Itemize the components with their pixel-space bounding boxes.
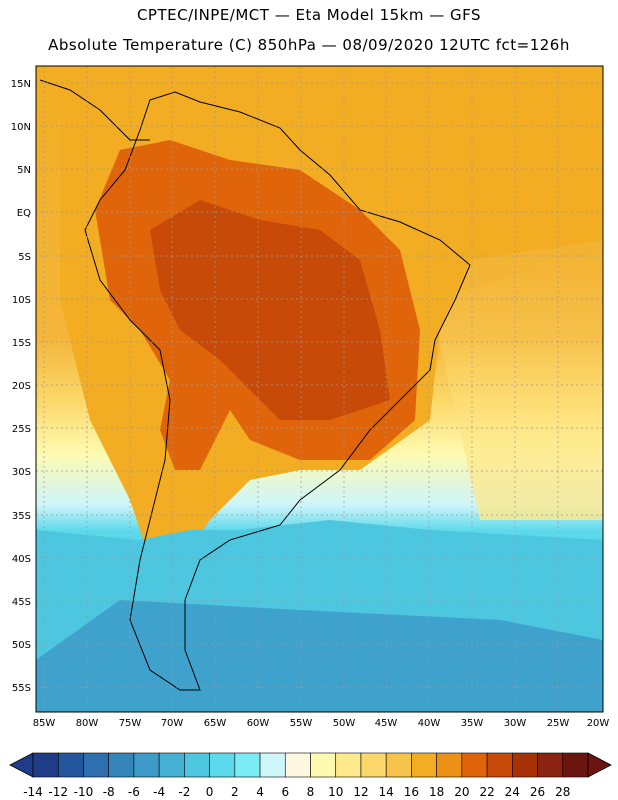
colorbar-cell xyxy=(209,752,236,778)
lon-label: 45W xyxy=(375,718,398,729)
colorbar-label: 16 xyxy=(404,785,419,799)
colorbar-label: 6 xyxy=(281,785,289,799)
colorbar-label: 26 xyxy=(530,785,545,799)
colorbar-label: 2 xyxy=(231,785,239,799)
lat-label: 30S xyxy=(12,467,31,478)
colorbar-label: 14 xyxy=(379,785,394,799)
lat-label: 40S xyxy=(12,554,31,565)
lon-label: 40W xyxy=(418,718,441,729)
colorbar-label: -12 xyxy=(48,785,68,799)
colorbar-cell xyxy=(284,752,311,778)
lat-label: 5S xyxy=(18,252,31,263)
temperature-field xyxy=(36,66,603,712)
lon-label: 55W xyxy=(290,718,313,729)
colorbar-label: -6 xyxy=(128,785,140,799)
colorbar-cell xyxy=(158,752,185,778)
colorbar-left-arrow xyxy=(9,752,34,778)
colorbar-cell xyxy=(335,752,362,778)
lon-label: 65W xyxy=(204,718,227,729)
lon-label: 70W xyxy=(161,718,184,729)
colorbar-label: 8 xyxy=(307,785,315,799)
colorbar-labels: -14 -12 -10 -8 -6 -4 -2 0 2 4 6 8 10 12 14 16 18 20 22 24 26… xyxy=(23,785,570,799)
colorbar-cell xyxy=(234,752,261,778)
colorbar-label: 24 xyxy=(505,785,520,799)
colorbar-cell xyxy=(562,752,589,778)
colorbar-cell xyxy=(108,752,135,778)
colorbar-label: 4 xyxy=(256,785,264,799)
colorbar-label: 12 xyxy=(353,785,368,799)
longitude-labels: 85W 80W 75W 70W 65W 60W 55W 50W 45W 40W … xyxy=(33,718,610,729)
colorbar-cells xyxy=(32,752,589,778)
colorbar-cell xyxy=(461,752,488,778)
lat-label: 20S xyxy=(12,381,31,392)
colorbar-label: -4 xyxy=(153,785,165,799)
lon-label: 20W xyxy=(587,718,610,729)
colorbar-label: 28 xyxy=(555,785,570,799)
lon-label: 60W xyxy=(247,718,270,729)
title-line-2: Absolute Temperature (C) 850hPa — 08/09/… xyxy=(48,36,570,54)
lon-label: 50W xyxy=(333,718,356,729)
lat-label: 5N xyxy=(17,165,31,176)
coastlines xyxy=(39,79,471,691)
lat-label: 55S xyxy=(12,683,31,694)
colorbar-label: 22 xyxy=(479,785,494,799)
colorbar-label: -2 xyxy=(178,785,190,799)
colorbar-cell xyxy=(259,752,286,778)
lon-label: 25W xyxy=(547,718,570,729)
lat-label: 45S xyxy=(12,597,31,608)
lon-label: 35W xyxy=(461,718,484,729)
title-line-1: CPTEC/INPE/MCT — Eta Model 15km — GFS xyxy=(136,6,482,24)
south-america-coastline xyxy=(84,91,471,691)
lat-label: 25S xyxy=(12,424,31,435)
lat-label: EQ xyxy=(17,208,31,219)
colorbar-label: 18 xyxy=(429,785,444,799)
colorbar-label: -14 xyxy=(23,785,43,799)
colorbar-label: -8 xyxy=(103,785,115,799)
lon-label: 75W xyxy=(119,718,142,729)
lat-label: 15S xyxy=(12,338,31,349)
field-very-hot-zone xyxy=(150,200,390,420)
lat-label: 50S xyxy=(12,640,31,651)
colorbar-cell xyxy=(184,752,210,778)
lat-label: 10S xyxy=(12,295,31,306)
colorbar-label: -10 xyxy=(74,785,94,799)
central-america-coastline xyxy=(39,79,150,141)
colorbar-label: 10 xyxy=(328,785,343,799)
lat-label: 10N xyxy=(11,122,31,133)
colorbar-cell xyxy=(360,752,387,778)
lon-label: 85W xyxy=(33,718,56,729)
latitude-labels: 15N 10N 5N EQ 5S 10S 15S 20S 25S 30S 35S… xyxy=(11,79,31,694)
colorbar-cell xyxy=(310,752,337,778)
colorbar-cell xyxy=(436,752,463,778)
colorbar-cell xyxy=(512,752,538,778)
colorbar-label: 0 xyxy=(206,785,214,799)
lat-label: 15N xyxy=(11,79,31,90)
lat-label: 35S xyxy=(12,511,31,522)
lon-label: 30W xyxy=(504,718,527,729)
field-southern-cold-zone xyxy=(36,600,603,712)
lon-label: 80W xyxy=(76,718,99,729)
colorbar: -14 -12 -10 -8 -6 -4 -2 0 2 4 6 8 10 12 14 16 18 20 22 24 26… xyxy=(9,752,612,799)
colorbar-cell xyxy=(537,752,564,778)
colorbar-cell xyxy=(32,752,59,778)
colorbar-right-arrow xyxy=(587,752,612,778)
colorbar-cell xyxy=(385,752,412,778)
colorbar-cell xyxy=(486,752,513,778)
colorbar-cell xyxy=(83,752,109,778)
colorbar-cell xyxy=(411,752,437,778)
colorbar-cell xyxy=(133,752,160,778)
map-frame xyxy=(35,65,604,713)
colorbar-cell xyxy=(57,752,84,778)
colorbar-label: 20 xyxy=(454,785,469,799)
